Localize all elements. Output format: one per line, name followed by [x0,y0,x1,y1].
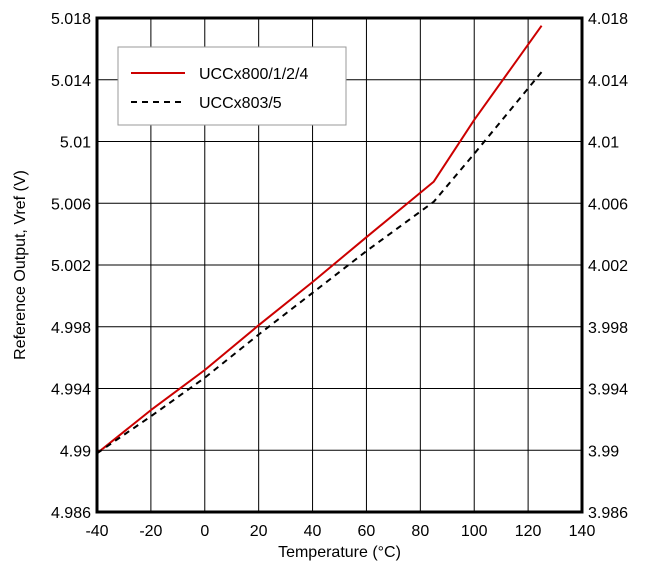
y2-tick-label: 3.994 [588,382,628,399]
y2-tick-label: 4.01 [588,135,619,152]
x-tick-label: 80 [411,523,429,540]
y2-tick-label: 4.014 [588,73,628,90]
x-tick-label: 40 [304,523,322,540]
y2-axis-ticks: 3.986 3.99 3.994 3.998 4.002 4.006 4.01 4.014 4.… [588,11,628,522]
x-axis-ticks: -40 -20 0 20 40 60 80 100 120 140 [85,523,595,540]
y2-tick-label: 4.002 [588,258,628,275]
grid [97,18,582,512]
y2-tick-label: 3.986 [588,505,628,522]
y-axis-ticks: 4.986 4.99 4.994 4.998 5.002 5.006 5.01 5.014 5.… [51,11,91,522]
plot-frame [95,16,584,514]
legend-box [117,46,347,126]
x-axis-title: Temperature (°C) [278,544,401,561]
y-tick-label: 5.01 [60,135,91,152]
y-tick-label: 4.998 [51,320,91,337]
x-tick-label: -40 [85,523,108,540]
y-tick-label: 4.99 [60,443,91,460]
y-tick-label: 4.994 [51,382,91,399]
x-tick-label: 100 [461,523,488,540]
series-line-1 [96,25,543,455]
y-tick-label: 5.014 [51,73,91,90]
y-tick-label: 5.002 [51,258,91,275]
legend: UCCx800/1/2/4 UCCx803/5 [117,46,347,126]
y2-tick-label: 4.018 [588,11,628,28]
x-tick-label: 60 [358,523,376,540]
x-tick-label: 0 [200,523,209,540]
x-tick-label: 140 [569,523,596,540]
y2-tick-label: 4.006 [588,196,628,213]
y2-tick-label: 3.998 [588,320,628,337]
x-tick-label: 20 [250,523,268,540]
y-tick-label: 5.018 [51,11,91,28]
series-line-2 [96,71,543,455]
x-tick-label: -20 [139,523,162,540]
y-axis-title: Reference Output, Vref (V) [12,170,29,360]
x-tick-label: 120 [515,523,542,540]
series-lines [96,25,543,455]
legend-label-2: UCCx803/5 [199,95,282,112]
legend-label-1: UCCx800/1/2/4 [199,66,308,83]
y2-tick-label: 3.99 [588,443,619,460]
y-tick-label: 4.986 [51,505,91,522]
y-tick-label: 5.006 [51,196,91,213]
